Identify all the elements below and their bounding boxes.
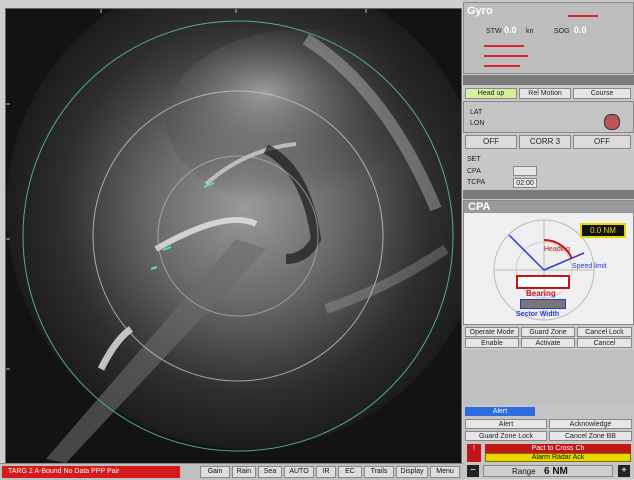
target-marker (203, 182, 215, 188)
guard-zone-button[interactable]: Guard Zone (521, 327, 575, 337)
operate-mode-button[interactable]: Operate Mode (465, 327, 519, 337)
sector-width-field[interactable] (520, 299, 566, 309)
gyro-title: Gyro (467, 5, 493, 17)
empty-area (463, 350, 634, 405)
range-label: Range (512, 467, 536, 476)
relative-motion-button[interactable]: Rel Motion (519, 88, 571, 99)
position-panel: LAT LON (463, 101, 634, 133)
alarm-icon: ! (467, 444, 481, 462)
sea-button[interactable]: Sea (258, 466, 282, 478)
cpa-setting-field[interactable] (513, 166, 537, 176)
gyro-indicator (484, 45, 524, 47)
range-decrease-button[interactable]: − (467, 465, 479, 477)
cpa-button-row: Operate Mode Guard Zone Cancel Lock Enab… (463, 326, 634, 348)
set-label: SET (467, 156, 481, 163)
range-value: 6 NM (544, 466, 568, 477)
acknowledge-button[interactable]: Acknowledge (549, 419, 632, 429)
control-panel: Gyro STW 0.0 kn SOG 0.0 Head up Rel Moti… (463, 0, 634, 479)
settings-block: SET CPA TCPA 02:00 (463, 152, 634, 192)
bearing-label: Bearing (526, 289, 556, 298)
ir-button[interactable]: IR (316, 466, 336, 478)
auto-button[interactable]: AUTO (284, 466, 314, 478)
status-bar: TARG 2 A-Bound No Data PPP Pair Gain Rai… (0, 463, 463, 480)
gyro-panel: Gyro STW 0.0 kn SOG 0.0 (463, 2, 634, 74)
cpa-readout: 0.0 NM (580, 223, 626, 238)
status-lamp (604, 114, 620, 130)
course-button[interactable]: Course (573, 88, 631, 99)
menu-button[interactable]: Menu (430, 466, 460, 478)
range-ring-middle (92, 90, 384, 382)
tcpa-setting-field[interactable]: 02:00 (513, 178, 537, 188)
range-increase-button[interactable]: + (618, 465, 630, 477)
divider-bar (463, 190, 634, 199)
speed-limit-label: Speed limit (572, 263, 607, 270)
off-button[interactable]: OFF (465, 135, 517, 149)
gyro-indicator (484, 55, 528, 57)
ec-button[interactable]: EC (338, 466, 362, 478)
enable-button[interactable]: Enable (465, 338, 519, 348)
cpa-header (464, 201, 634, 213)
alert-button[interactable]: Alert (465, 419, 547, 429)
gyro-indicator (484, 65, 520, 67)
sog-value: 0.0 (574, 25, 587, 35)
cancel-button[interactable]: Cancel (577, 338, 632, 348)
radar-ppi-display[interactable] (5, 8, 462, 464)
gain-button[interactable]: Gain (200, 466, 230, 478)
trail-row: OFF CORR 3 OFF (463, 134, 634, 150)
target-marker (162, 246, 172, 251)
cancel-zone-button[interactable]: Cancel Zone BB (549, 431, 632, 441)
lat-label: LAT (470, 109, 483, 116)
activate-button[interactable]: Activate (521, 338, 575, 348)
target-marker (150, 266, 158, 270)
divider-bar (463, 75, 634, 85)
stw-label: STW (486, 28, 502, 35)
lon-label: LON (470, 120, 485, 127)
alarm-message[interactable]: TARG 2 A-Bound No Data PPP Pair (2, 466, 180, 478)
display-button[interactable]: Display (396, 466, 428, 478)
cpa-title: CPA (468, 201, 491, 213)
mode-row: Head up Rel Motion Course (463, 88, 634, 100)
warning-bar-2[interactable]: Alarm Radar Ack (485, 453, 631, 462)
stw-value: 0.0 (504, 25, 517, 35)
radar-image (6, 9, 461, 463)
trails-status-button[interactable]: Trails (364, 466, 394, 478)
alert-panel: Alert Alert Acknowledge Guard Zone Lock … (463, 405, 634, 479)
warning-bar-1[interactable]: Pact to Cross Ch (485, 444, 631, 453)
corr-button[interactable]: CORR 3 (519, 135, 571, 149)
alert-tab[interactable]: Alert (465, 407, 535, 416)
stw-unit: kn (526, 28, 534, 35)
trails-button[interactable]: OFF (573, 135, 631, 149)
gyro-indicator (568, 15, 598, 17)
cpa-panel: CPA 0.0 NM Heading Speed limit Bearing S… (463, 200, 634, 325)
range-ring-inner (157, 155, 319, 317)
cancel-lock-button[interactable]: Cancel Lock (577, 327, 632, 337)
heading-label: Heading (544, 246, 571, 253)
rain-button[interactable]: Rain (232, 466, 256, 478)
range-box: Range 6 NM (483, 465, 613, 477)
guard-zone-lock-button[interactable]: Guard Zone Lock (465, 431, 547, 441)
cpa-setting-label: CPA (467, 168, 481, 175)
range-ring-outer (22, 20, 454, 452)
head-up-button[interactable]: Head up (465, 88, 517, 99)
sog-label: SOG (554, 28, 570, 35)
bearing-field[interactable] (516, 275, 570, 289)
tcpa-setting-label: TCPA (467, 179, 486, 186)
sector-width-label: Sector Width (516, 311, 560, 318)
